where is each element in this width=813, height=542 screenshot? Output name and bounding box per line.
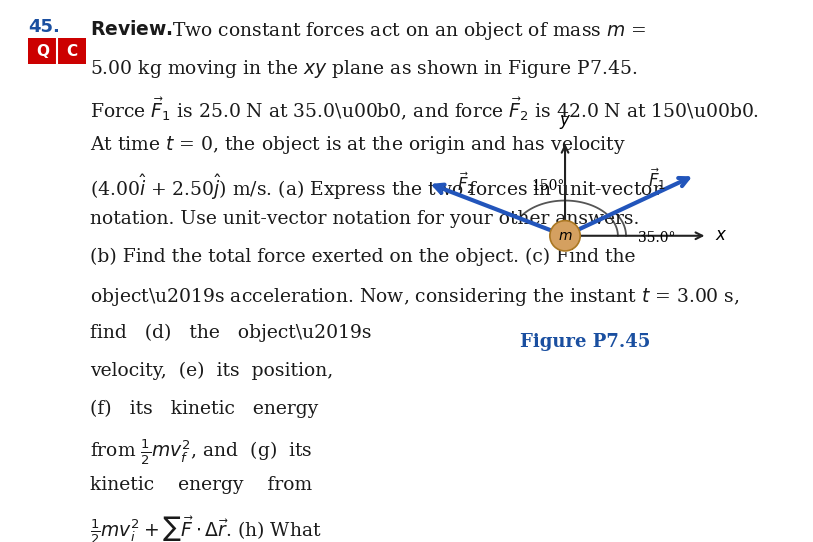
Text: 5.00 kg moving in the $xy$ plane as shown in Figure P7.45.: 5.00 kg moving in the $xy$ plane as show… [90, 58, 637, 80]
Text: find   (d)   the   object\u2019s: find (d) the object\u2019s [90, 324, 372, 342]
Text: kinetic    energy    from: kinetic energy from [90, 476, 312, 494]
Text: object\u2019s acceleration. Now, considering the instant $t$ = 3.00 s,: object\u2019s acceleration. Now, conside… [90, 286, 740, 308]
Text: (b) Find the total force exerted on the object. (c) Find the: (b) Find the total force exerted on the … [90, 248, 636, 266]
Text: 35.0°: 35.0° [638, 231, 676, 244]
Text: (f)   its   kinetic   energy: (f) its kinetic energy [90, 400, 318, 418]
Text: $\mathbf{Review.}$: $\mathbf{Review.}$ [90, 20, 173, 39]
Text: 45.: 45. [28, 18, 60, 36]
Text: 150°: 150° [532, 179, 565, 192]
Text: Two constant forces act on an object of mass $m$ =: Two constant forces act on an object of … [172, 20, 646, 42]
Text: C: C [66, 43, 77, 59]
Text: At time $t$ = 0, the object is at the origin and has velocity: At time $t$ = 0, the object is at the or… [90, 134, 626, 156]
Text: velocity,  (e)  its  position,: velocity, (e) its position, [90, 362, 333, 380]
Text: notation. Use unit-vector notation for your other answers.: notation. Use unit-vector notation for y… [90, 210, 639, 228]
Circle shape [550, 221, 580, 251]
Text: from $\frac{1}{2}mv_f^2$, and  (g)  its: from $\frac{1}{2}mv_f^2$, and (g) its [90, 438, 312, 467]
Text: Force $\vec{F}_1$ is 25.0 N at 35.0\u00b0, and force $\vec{F}_2$ is 42.0 N at 15: Force $\vec{F}_1$ is 25.0 N at 35.0\u00b… [90, 96, 759, 124]
Text: $y$: $y$ [559, 113, 572, 131]
Text: $\vec{F}_1$: $\vec{F}_1$ [649, 167, 667, 192]
Text: $m$: $m$ [558, 229, 572, 243]
FancyBboxPatch shape [28, 38, 86, 64]
Text: $\frac{1}{2}mv_i^2 + \sum\vec{F} \cdot \Delta\vec{r}$. (h) What: $\frac{1}{2}mv_i^2 + \sum\vec{F} \cdot \… [90, 514, 322, 542]
Text: $x$: $x$ [715, 227, 728, 244]
Text: $\vec{F}_2$: $\vec{F}_2$ [457, 171, 475, 196]
Text: Q: Q [36, 43, 49, 59]
Text: (4.00$\hat{i}$ + 2.50$\hat{j}$) m/s. (a) Express the two forces in unit-vector: (4.00$\hat{i}$ + 2.50$\hat{j}$) m/s. (a)… [90, 172, 663, 202]
Text: Figure P7.45: Figure P7.45 [520, 333, 650, 351]
